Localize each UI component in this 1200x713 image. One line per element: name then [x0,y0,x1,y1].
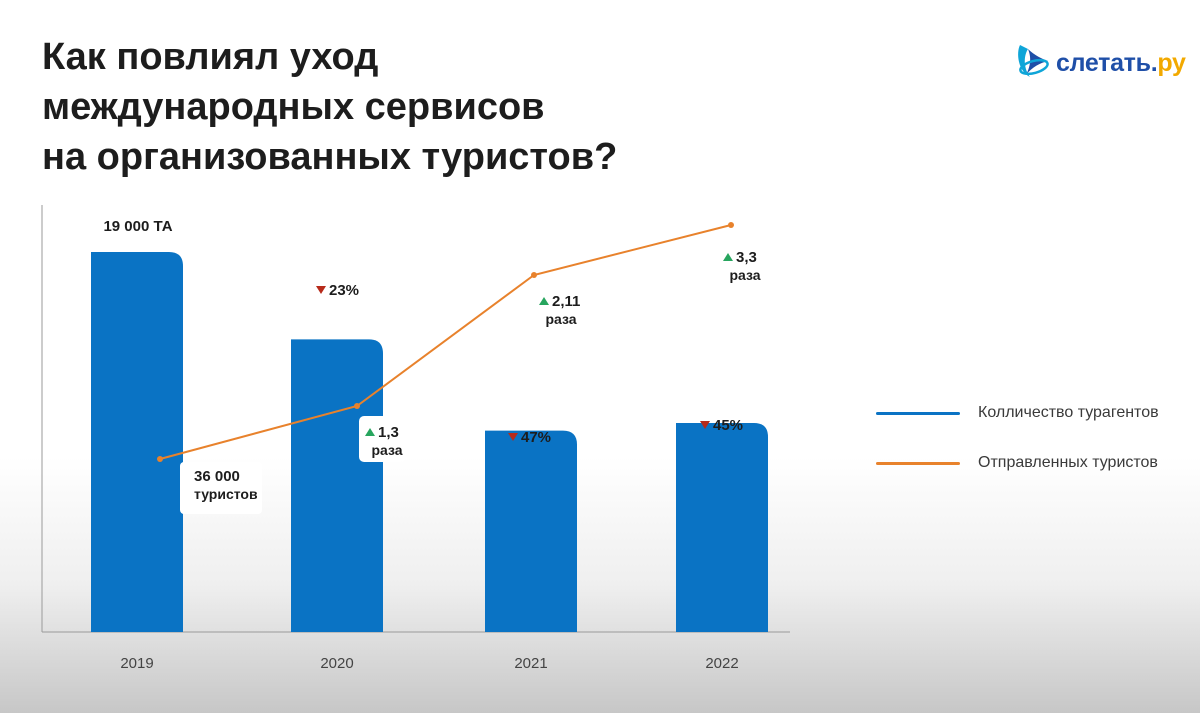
brand-logo: слетать.ру [1014,40,1189,86]
trend-up-icon-2020 [365,428,375,436]
trend-up-icon-2022 [723,253,733,261]
line-data-label-2021: 2,11 [552,293,580,310]
line-data-sublabel-2020: раза [371,442,402,458]
title-line-3: на организованных туристов? [42,136,618,178]
bar-data-label-2019: 19 000 ТА [103,218,172,235]
x-tick-label-2020: 2020 [320,655,353,672]
title-line-1: Как повлиял уход [42,36,379,78]
line-data-label-2019: 36 000 [194,468,240,485]
line-data-label-2020: 1,3 [378,424,399,441]
tourists-point-2021 [531,272,537,278]
bar-2021 [485,430,577,632]
tourists-point-2022 [728,222,734,228]
plane-swoosh-icon [1018,45,1049,77]
line-data-sublabel-2021: раза [545,311,576,327]
trend-down-icon-2020 [316,286,326,294]
x-tick-label-2019: 2019 [120,655,153,672]
trend-up-icon-2021 [539,297,549,305]
line-label-box-2019 [180,462,262,514]
trend-down-icon-2022 [700,421,710,429]
x-tick-label-2021: 2021 [514,655,547,672]
bar-2019 [91,252,183,632]
legend-label-agents: Колличество турагентов [978,404,1159,421]
bar-data-label-2022: 45% [713,417,743,434]
logo-text-accent: ру [1157,48,1186,77]
logo-text-main: слетать. [1056,48,1158,77]
title-line-2: международных сервисов [42,86,545,128]
tourists-line [159,224,732,460]
line-data-sublabel-2022: раза [729,267,760,283]
legend-swatch-tourists [876,462,960,465]
bar-2020 [291,339,383,632]
tourists-point-2019 [157,456,163,462]
line-data-sublabel-2019: туристов [194,486,258,502]
bar-2022 [676,423,768,632]
logo-wordmark: слетать.ру [1056,49,1186,78]
x-tick-label-2022: 2022 [705,655,738,672]
trend-down-icon-2021 [508,433,518,441]
line-data-label-2022: 3,3 [736,249,757,266]
legend-label-tourists: Отправленных туристов [978,454,1158,471]
slide-title: Как повлиял уход международных сервисов … [42,32,802,182]
bar-data-label-2020: 23% [329,282,359,299]
bar-data-label-2021: 47% [521,429,551,446]
line-label-box-2020 [359,416,405,462]
tourists-point-2020 [354,403,360,409]
legend-swatch-agents [876,412,960,415]
